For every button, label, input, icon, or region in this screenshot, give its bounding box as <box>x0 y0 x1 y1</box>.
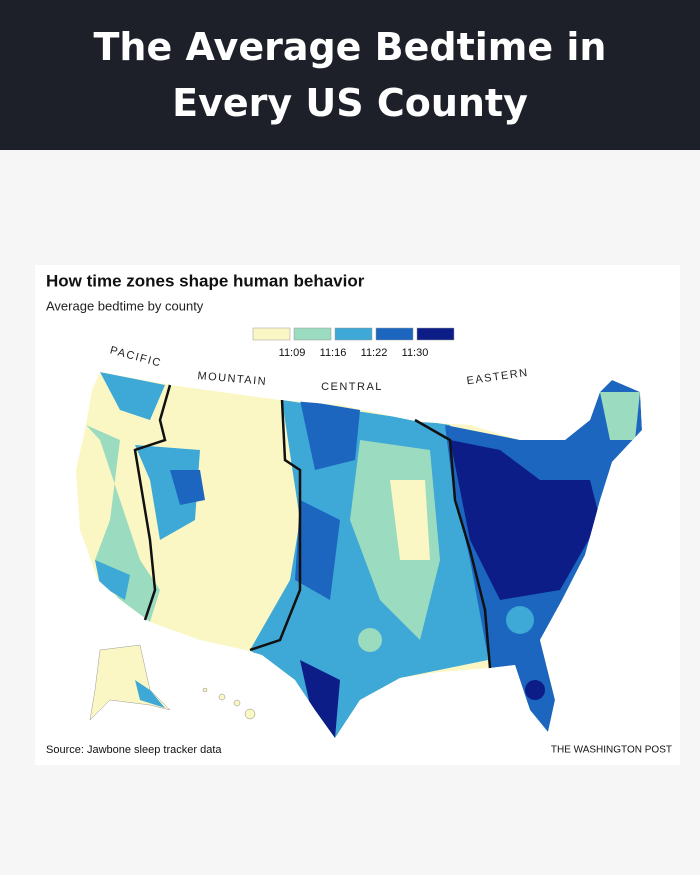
region <box>506 606 534 634</box>
legend: 11:09 11:16 11:22 11:30 <box>252 327 455 359</box>
region <box>450 440 600 600</box>
infographic: How time zones shape human behavior Aver… <box>35 265 680 765</box>
region <box>135 445 200 540</box>
region <box>525 680 545 700</box>
credit: THE WASHINGTON POST <box>551 745 672 756</box>
legend-swatch <box>252 327 291 341</box>
legend-label: 11:09 <box>279 347 306 359</box>
source: Source: Jawbone sleep tracker data <box>46 744 222 756</box>
time-zone-lines <box>133 384 492 669</box>
region <box>300 660 340 738</box>
zone-border <box>414 418 492 669</box>
header-title: The Average Bedtime in Every US County <box>93 25 607 125</box>
zone-label: CENTRAL <box>321 381 383 393</box>
region <box>295 500 340 600</box>
map-subtitle: Average bedtime by county <box>46 298 204 313</box>
zone-border <box>133 384 172 621</box>
legend-swatch <box>293 327 332 341</box>
legend-label: 11:16 <box>320 347 347 359</box>
legend-swatch <box>375 327 414 341</box>
region <box>390 480 430 560</box>
region <box>600 392 640 440</box>
region <box>100 372 165 420</box>
legend-label: 11:30 <box>402 347 429 359</box>
region <box>300 400 360 470</box>
legend-swatch <box>416 327 455 341</box>
region <box>95 560 130 600</box>
legend-label: 11:22 <box>361 347 388 359</box>
map-title: How time zones shape human behavior <box>46 271 365 290</box>
zone-border <box>249 399 302 652</box>
header: The Average Bedtime in Every US County <box>0 0 700 150</box>
legend-swatch <box>334 327 373 341</box>
region <box>170 470 205 505</box>
region <box>358 628 382 652</box>
hawaii <box>202 687 256 720</box>
alaska-region <box>135 680 165 708</box>
